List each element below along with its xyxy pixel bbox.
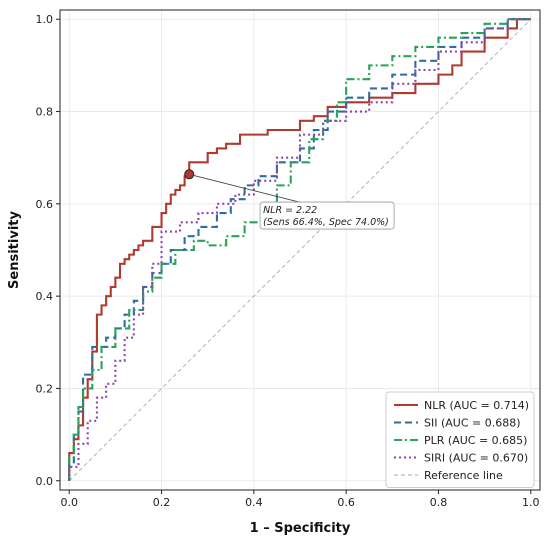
x-tick-label: 0.2 [153, 496, 171, 509]
y-tick-label: 0.6 [36, 198, 54, 211]
y-tick-label: 0.4 [36, 290, 54, 303]
x-tick-label: 0.8 [430, 496, 448, 509]
optimal-cutoff-point [184, 169, 195, 180]
legend-box [385, 391, 535, 488]
siri-legend-label: SIRI (AUC = 0.670) [424, 452, 528, 465]
legend: NLR (AUC = 0.714) SII (AUC = 0.688) PLR (A… [385, 391, 535, 488]
x-tick-label: 0.0 [60, 496, 78, 509]
x-tick-label: 0.4 [245, 496, 263, 509]
axis-ticks: 0.0 0.2 0.4 0.6 0.8 1.0 0.0 0.2 0.4 0.6 0.8 1.0 [36, 13, 540, 509]
reference-line-roc-line [68, 18, 532, 482]
annotation-line-2: (Sens 66.4%, Spec 74.0%) [263, 217, 389, 228]
reference-layer [68, 18, 532, 482]
plr-legend-label: PLR (AUC = 0.685) [424, 434, 527, 447]
x-tick-label: 0.6 [337, 496, 355, 509]
annotation: NLR = 2.22 (Sens 66.4%, Spec 74.0%) [184, 169, 395, 230]
sii-legend-label: SII (AUC = 0.688) [424, 417, 521, 430]
siri-roc-line [68, 18, 531, 481]
y-axis-title: Sensitivity [7, 211, 22, 289]
nlr-roc-line [68, 18, 531, 481]
annotation-box [259, 201, 395, 230]
nlr-legend-label: NLR (AUC = 0.714) [424, 399, 529, 412]
x-tick-label: 1.0 [522, 496, 540, 509]
y-tick-label: 0.2 [36, 382, 54, 395]
annotation-line-1: NLR = 2.22 [263, 205, 317, 216]
plot-frame [59, 9, 541, 491]
x-axis-title: 1 – Specificity [250, 521, 351, 536]
series-layer [68, 18, 531, 481]
reference-line-legend-label: Reference line [424, 469, 503, 482]
plr-roc-line [68, 18, 531, 481]
y-tick-label: 0.8 [36, 106, 54, 119]
y-tick-label: 1.0 [36, 13, 54, 26]
annotation-connector [189, 173, 304, 204]
y-tick-label: 0.0 [36, 475, 54, 488]
